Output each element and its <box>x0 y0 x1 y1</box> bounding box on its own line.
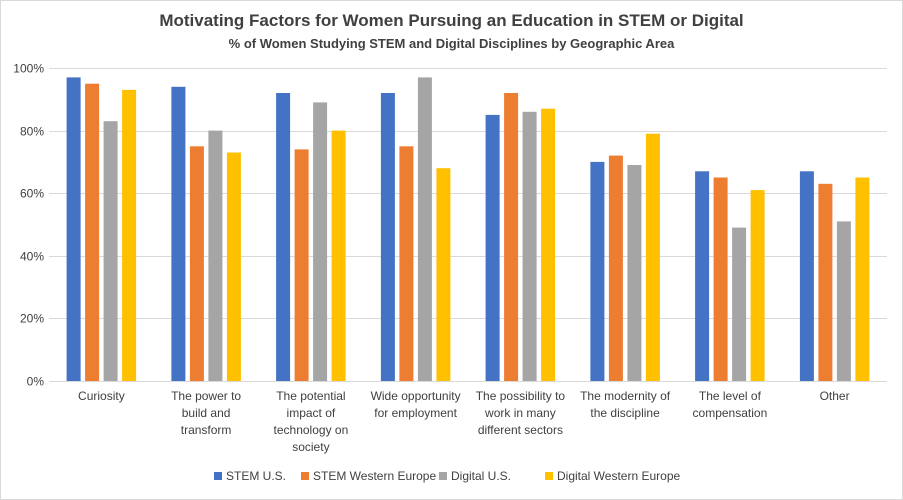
bar <box>208 130 223 381</box>
bar <box>504 93 519 381</box>
bar <box>294 149 309 381</box>
bar <box>103 121 118 381</box>
legend-item: STEM Western Europe <box>301 469 436 483</box>
x-category-label: The power to build and transform <box>171 389 241 437</box>
y-tick-label: 20% <box>20 312 44 326</box>
bar <box>331 130 346 381</box>
bar <box>313 102 328 382</box>
bar <box>608 155 623 381</box>
y-tick-label: 100% <box>13 62 44 76</box>
legend-label: STEM Western Europe <box>313 469 436 483</box>
y-tick-label: 80% <box>20 125 44 139</box>
bar <box>485 114 500 382</box>
legend-label: Digital U.S. <box>451 469 511 483</box>
bar <box>645 133 660 381</box>
x-category-label-line: transform <box>181 423 232 437</box>
y-tick-label: 40% <box>20 250 44 264</box>
bar <box>541 108 556 381</box>
bar <box>713 177 728 381</box>
x-category-label-line: Curiosity <box>78 389 125 403</box>
chart-subtitle: % of Women Studying STEM and Digital Dis… <box>228 36 675 51</box>
x-category-label-line: different sectors <box>478 423 563 437</box>
x-category-label: The possibility to work in many different … <box>476 389 566 437</box>
x-category-label: Wide opportunity for employment <box>371 389 461 420</box>
legend-item: Digital U.S. <box>439 469 511 483</box>
x-category-label-line: impact of <box>287 406 336 420</box>
bar <box>750 190 765 381</box>
legend-swatch <box>439 472 447 480</box>
chart-title: Motivating Factors for Women Pursuing an… <box>159 11 744 30</box>
x-category-label-line: build and <box>182 406 231 420</box>
x-category-label-line: Wide opportunity <box>371 389 461 403</box>
legend-item: Digital Western Europe <box>545 469 680 483</box>
bar <box>836 221 851 381</box>
bar <box>855 177 870 381</box>
bar <box>171 86 186 382</box>
bar <box>732 227 747 381</box>
bar <box>695 171 710 381</box>
bar <box>436 168 451 381</box>
x-category-label-line: The possibility to <box>476 389 566 403</box>
legend-label: STEM U.S. <box>226 469 286 483</box>
x-category-label-line: The modernity of <box>580 389 671 403</box>
x-category-label-line: the discipline <box>590 406 660 420</box>
x-category-label-line: compensation <box>693 406 768 420</box>
x-category-label: The modernity of the discipline <box>580 389 671 420</box>
legend-item: STEM U.S. <box>214 469 286 483</box>
bar <box>522 111 537 382</box>
x-category-label: The potential impact of technology on socie… <box>274 389 349 454</box>
legend-swatch <box>214 472 222 480</box>
x-category-label-line: for employment <box>374 406 457 420</box>
x-category-label-line: technology on <box>274 423 349 437</box>
bar <box>799 171 814 381</box>
x-category-label-line: The power to <box>171 389 241 403</box>
x-category-label: The level of compensation <box>693 389 768 420</box>
x-category-label: Curiosity <box>78 389 125 403</box>
gridlines <box>49 68 887 382</box>
x-category-label-line: The level of <box>699 389 762 403</box>
bar <box>85 83 100 381</box>
x-axis-categories: Curiosity The power to build and transformT… <box>78 389 850 454</box>
bar <box>417 77 432 382</box>
bar <box>818 183 833 381</box>
y-axis-ticks: 0% 20% 40% 60% 80% 100% <box>13 62 44 389</box>
legend-swatch <box>301 472 309 480</box>
bar <box>380 93 395 381</box>
legend-label: Digital Western Europe <box>557 469 680 483</box>
x-category-label-line: Other <box>820 389 850 403</box>
bar <box>590 161 605 381</box>
y-tick-label: 60% <box>20 187 44 201</box>
x-category-label-line: The potential <box>276 389 345 403</box>
bar <box>627 165 642 381</box>
bar <box>66 77 81 382</box>
bar <box>399 146 414 382</box>
legend: STEM U.S. STEM Western Europe Digital U.S.… <box>214 469 680 483</box>
x-category-label-line: work in many <box>484 406 556 420</box>
bars <box>66 77 870 382</box>
x-category-label-line: society <box>292 440 329 454</box>
bar <box>226 152 241 381</box>
bar <box>122 89 137 382</box>
bar <box>276 93 291 381</box>
bar <box>189 146 204 382</box>
x-category-label: Other <box>820 389 850 403</box>
legend-swatch <box>545 472 553 480</box>
y-tick-label: 0% <box>27 375 45 389</box>
